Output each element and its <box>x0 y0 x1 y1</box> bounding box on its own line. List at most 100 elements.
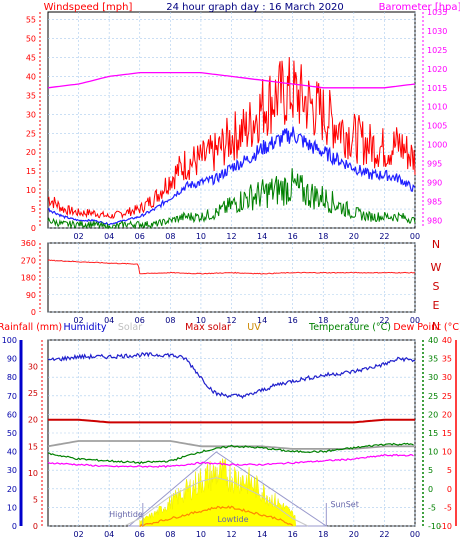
dewpoint-y-tick-label: -5 <box>444 503 452 512</box>
temperature-line <box>47 442 414 465</box>
barometer-y-tick-label: 980 <box>427 216 442 225</box>
direction-compass-label: W <box>431 261 442 274</box>
wind-y-tick-label: 25 <box>26 129 36 138</box>
humidity-y-tick-label: 90 <box>7 355 17 364</box>
tide-annotation: SunSet <box>330 500 358 509</box>
temperature-y-tick-label: -5 <box>428 503 436 512</box>
temperature-y-tick-label: 10 <box>428 448 438 457</box>
temp-x-tick-label: 18 <box>318 530 328 539</box>
rainfall-y-tick-label: 25 <box>28 389 38 398</box>
barometer-y-tick-label: 1005 <box>427 122 447 131</box>
legend-item: Dew Point (°C) <box>393 322 460 333</box>
temp-x-tick-label: 22 <box>379 530 389 539</box>
wind-x-tick-label: 02 <box>73 232 83 241</box>
humidity-y-tick-label: 100 <box>2 336 17 345</box>
direction-x-tick-label: 00 <box>410 316 420 325</box>
direction-panel-frame <box>47 242 416 313</box>
tide-annotation: Hightide <box>109 510 143 519</box>
wind-x-tick-label: 16 <box>288 232 298 241</box>
temperature-y-tick-label: -10 <box>428 522 441 531</box>
temp-x-tick-label: 02 <box>73 530 83 539</box>
wind-x-tick-label: 22 <box>379 232 389 241</box>
chart-title: 24 hour graph day : 16 March 2020 <box>166 2 344 13</box>
dewpoint-y-tick-label: 15 <box>442 429 452 438</box>
temperature-y-tick-label: 5 <box>428 466 433 475</box>
humidity-line <box>47 352 416 399</box>
humidity-y-tick-label: 40 <box>7 448 17 457</box>
direction-x-tick-label: 20 <box>349 316 359 325</box>
wind-x-tick-label: 00 <box>410 232 420 241</box>
rainfall-y-tick-label: 20 <box>28 416 38 425</box>
dewpoint-y-tick-label: -10 <box>439 522 452 531</box>
wind-x-tick-label: 18 <box>318 232 328 241</box>
dewpoint-y-tick-label: 0 <box>447 485 452 494</box>
direction-x-tick-label: 04 <box>104 316 114 325</box>
barometer-y-tick-label: 995 <box>427 160 442 169</box>
humidity-y-tick-label: 30 <box>7 466 17 475</box>
barometer-line <box>47 71 416 89</box>
temperature-y-tick-label: 0 <box>428 485 433 494</box>
solar-area <box>139 458 296 527</box>
wind-average-line <box>47 126 416 226</box>
direction-y-tick-label: 90 <box>26 291 36 300</box>
legend-item: Humidity <box>63 322 106 333</box>
temp-x-tick-label: 00 <box>410 530 420 539</box>
barometer-y-tick-label: 1035 <box>427 8 447 17</box>
direction-compass-label: S <box>433 280 440 293</box>
direction-y-tick-label: 270 <box>21 256 36 265</box>
wind-y-tick-label: 30 <box>26 110 36 119</box>
temperature-y-tick-label: 30 <box>428 373 438 382</box>
barometer-y-tick-label: 990 <box>427 179 442 188</box>
rainfall-y-tick-label: 10 <box>28 469 38 478</box>
humidity-y-tick-label: 50 <box>7 429 17 438</box>
direction-x-tick-label: 12 <box>226 316 236 325</box>
wind-x-tick-label: 10 <box>196 232 206 241</box>
dewpoint-y-tick-label: 5 <box>447 466 452 475</box>
wind-y-tick-label: 5 <box>31 205 36 214</box>
temp-x-tick-label: 20 <box>349 530 359 539</box>
wind-y-tick-label: 15 <box>26 167 36 176</box>
legend-item: Temperature (°C) <box>308 322 391 333</box>
humidity-y-tick-label: 10 <box>7 503 17 512</box>
dewpoint-y-tick-label: 30 <box>442 373 452 382</box>
dewpoint-line <box>47 453 414 469</box>
barometer-y-tick-label: 1010 <box>427 103 447 112</box>
dewpoint-y-tick-label: 35 <box>442 355 452 364</box>
direction-x-tick-label: 10 <box>196 316 206 325</box>
direction-x-tick-label: 02 <box>73 316 83 325</box>
wind-y-tick-label: 20 <box>26 148 36 157</box>
dewpoint-y-tick-label: 10 <box>442 448 452 457</box>
tide-annotation: Lowtide <box>217 515 248 524</box>
barometer-y-tick-label: 1020 <box>427 65 447 74</box>
wind-x-tick-label: 20 <box>349 232 359 241</box>
direction-compass-label: E <box>433 299 440 312</box>
temperature-y-tick-label: 35 <box>428 355 438 364</box>
direction-x-tick-label: 14 <box>257 316 267 325</box>
legend-item: UV <box>247 322 261 333</box>
wind-x-tick-label: 08 <box>165 232 175 241</box>
temp-x-tick-label: 10 <box>196 530 206 539</box>
rainfall-y-tick-label: 15 <box>28 442 38 451</box>
direction-y-tick-label: 0 <box>31 308 36 317</box>
humidity-y-tick-label: 20 <box>7 485 17 494</box>
wind-speed-line <box>47 168 416 230</box>
humidity-y-tick-label: 60 <box>7 410 17 419</box>
windspeed-axis-title: Windspeed [mph] <box>44 2 133 13</box>
dewpoint-y-tick-label: 25 <box>442 392 452 401</box>
direction-x-tick-label: 06 <box>135 316 145 325</box>
temp-x-tick-label: 06 <box>135 530 145 539</box>
temp-x-tick-label: 08 <box>165 530 175 539</box>
direction-y-tick-label: 180 <box>21 274 36 283</box>
humidity-y-tick-label: 70 <box>7 392 17 401</box>
barometer-y-tick-label: 1000 <box>427 141 447 150</box>
temperature-y-tick-label: 15 <box>428 429 438 438</box>
wind-y-tick-label: 10 <box>26 186 36 195</box>
max-solar-line <box>124 477 309 527</box>
wind-gust-line <box>47 57 416 220</box>
wind-y-tick-label: 55 <box>26 16 36 25</box>
direction-compass-label: N <box>432 238 440 251</box>
wind-x-tick-label: 06 <box>135 232 145 241</box>
wind-y-tick-label: 45 <box>26 53 36 62</box>
